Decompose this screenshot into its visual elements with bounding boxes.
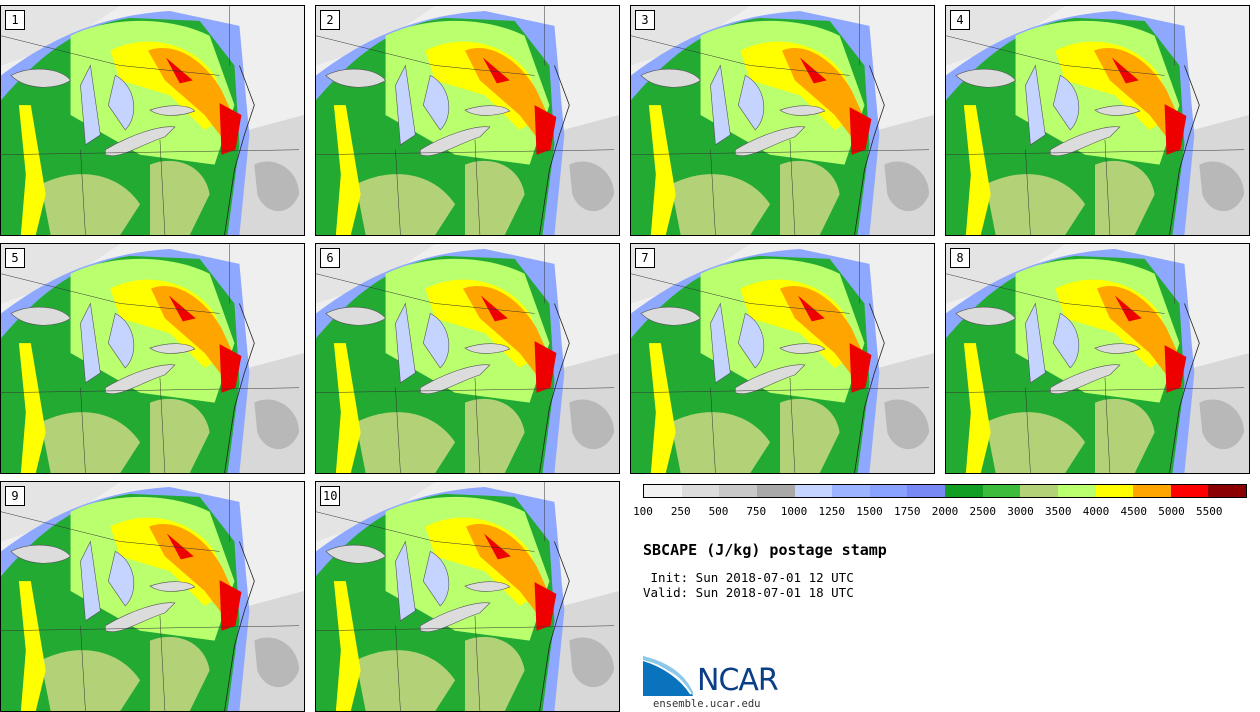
member-number-label: 3 xyxy=(635,10,655,30)
colorbar-swatch xyxy=(1133,485,1171,497)
sbcape-map-image xyxy=(1,482,304,711)
member-number-label: 2 xyxy=(320,10,340,30)
sbcape-map-image xyxy=(316,244,619,473)
member-number-label: 10 xyxy=(320,486,341,506)
sbcape-map-image xyxy=(631,244,934,473)
sbcape-map-image xyxy=(1,6,304,235)
member-number-label: 8 xyxy=(950,248,970,268)
colorbar-tick-label: 5000 xyxy=(1158,505,1185,518)
colorbar-tick-label: 1750 xyxy=(894,505,921,518)
colorbar-tick-label: 3500 xyxy=(1045,505,1072,518)
colorbar-swatch xyxy=(1170,485,1209,497)
postage-stamp-map: 5 xyxy=(0,243,305,474)
postage-stamp-map: 4 xyxy=(945,5,1250,236)
colorbar-tick-label: 1000 xyxy=(780,505,808,518)
colorbar-tick-label: 4000 xyxy=(1082,505,1110,518)
sbcape-map-image xyxy=(316,482,619,711)
colorbar-swatch xyxy=(719,485,757,497)
sbcape-map-image xyxy=(946,244,1249,473)
colorbar-swatch xyxy=(644,485,682,497)
colorbar-tick-label: 1500 xyxy=(856,505,883,518)
colorbar-tick-label: 3000 xyxy=(1007,505,1034,518)
sbcape-map-image xyxy=(1,244,304,473)
colorbar-swatch xyxy=(1020,485,1058,497)
member-number-label: 7 xyxy=(635,248,655,268)
postage-stamp-map: 7 xyxy=(630,243,935,474)
colorbar-swatch xyxy=(1208,485,1246,497)
ensemble-url: ensemble.ucar.edu xyxy=(653,698,761,710)
member-number-label: 5 xyxy=(5,248,25,268)
colorbar-swatch xyxy=(1057,485,1096,497)
colorbar-swatch xyxy=(1095,485,1134,497)
colorbar-swatch xyxy=(681,485,720,497)
colorbar-swatch xyxy=(832,485,870,497)
postage-stamp-map: 2 xyxy=(315,5,620,236)
member-number-label: 6 xyxy=(320,248,340,268)
colorbar-tick-label: 2000 xyxy=(931,505,959,518)
colorbar-tick-label: 1250 xyxy=(818,505,846,518)
postage-stamp-map: 6 xyxy=(315,243,620,474)
colorbar-swatch xyxy=(869,485,908,497)
member-number-label: 1 xyxy=(5,10,25,30)
colorbar-tick-label: 500 xyxy=(708,505,729,518)
sbcape-map-image xyxy=(946,6,1249,235)
colorbar-tick-label: 750 xyxy=(746,505,767,518)
colorbar-swatch xyxy=(794,485,833,497)
postage-stamp-map: 8 xyxy=(945,243,1250,474)
colorbar-labels: 100 250 500 750 1000 1250 1500 1750 2000 2500 3000… xyxy=(633,505,1247,519)
colorbar-tick-label: 100 xyxy=(633,505,653,518)
colorbar-tick-label: 4500 xyxy=(1120,505,1148,518)
colorbar-tick-label: 2500 xyxy=(969,505,997,518)
postage-stamp-map: 9 xyxy=(0,481,305,712)
member-number-label: 9 xyxy=(5,486,25,506)
colorbar-swatch xyxy=(756,485,795,497)
valid-time: Valid: Sun 2018-07-01 18 UTC xyxy=(643,585,854,600)
ncar-logo-text: NCAR xyxy=(697,663,779,698)
sbcape-map-image xyxy=(631,6,934,235)
ncar-logo-icon xyxy=(643,656,693,696)
postage-stamp-map: 1 xyxy=(0,5,305,236)
colorbar-swatch xyxy=(907,485,945,497)
postage-stamp-map: 3 xyxy=(630,5,935,236)
colorbar-swatch xyxy=(982,485,1021,497)
colorbar-swatch xyxy=(945,485,983,497)
colorbar xyxy=(643,484,1247,498)
postage-stamp-map: 10 xyxy=(315,481,620,712)
member-number-label: 4 xyxy=(950,10,970,30)
colorbar-tick-label: 250 xyxy=(670,505,691,518)
init-time: Init: Sun 2018-07-01 12 UTC xyxy=(643,570,854,585)
chart-title: SBCAPE (J/kg) postage stamp xyxy=(643,541,887,559)
colorbar-tick-label: 5500 xyxy=(1196,505,1223,518)
sbcape-map-image xyxy=(316,6,619,235)
